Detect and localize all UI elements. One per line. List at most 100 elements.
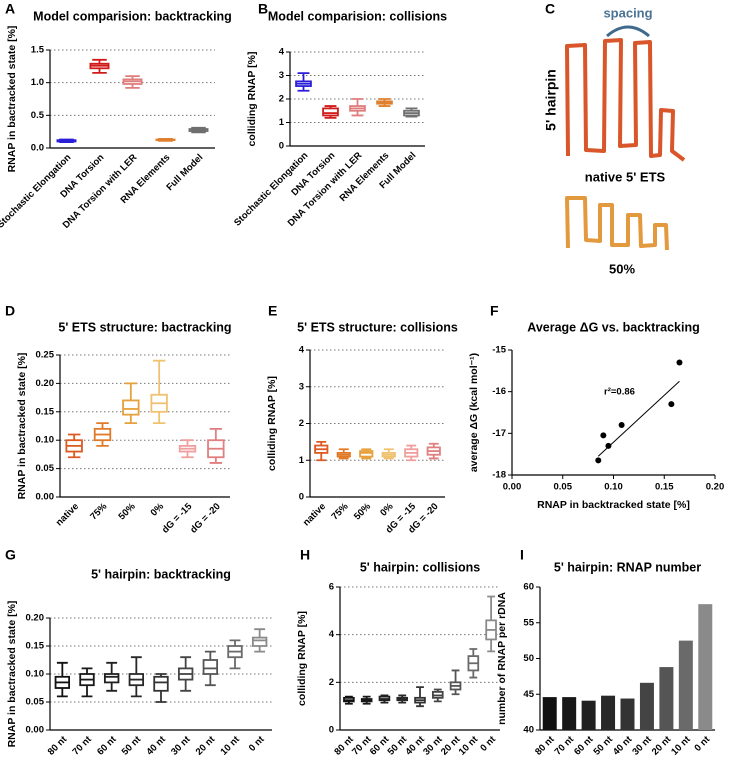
- y-axis-label: RNAP in bactracked state [%]: [6, 26, 18, 173]
- chart-title: Model comparision: backtracking: [33, 9, 232, 23]
- panel-letter: C: [545, 1, 555, 17]
- y-tick-label: 0.00: [36, 492, 55, 503]
- y-tick-label: 55: [523, 617, 534, 628]
- x-tick-label: 20 nt: [439, 734, 463, 758]
- x-tick-label: 70 nt: [70, 734, 94, 758]
- x-tick-label: 0.00: [503, 482, 522, 493]
- y-tick-label: 0.10: [26, 669, 45, 680]
- y-tick-label: 0: [279, 141, 284, 152]
- panel-letter: G: [5, 547, 16, 563]
- chart-title: 5' hairpin: backtracking: [91, 567, 231, 581]
- y-tick-label: 45: [523, 689, 534, 700]
- y-tick-label: 0: [329, 725, 334, 736]
- x-tick-label: 10 nt: [457, 734, 481, 758]
- panel-letter: H: [300, 547, 310, 563]
- y-tick-label: 0: [299, 492, 304, 503]
- bar: [620, 698, 635, 730]
- y-tick-label: 40: [523, 725, 534, 736]
- y-tick-label: 4: [299, 345, 305, 356]
- y-tick-label: 60: [523, 582, 534, 593]
- y-tick-label: -17: [492, 428, 506, 439]
- y-axis-label: number of RNAP per rDNA: [496, 592, 508, 725]
- x-tick-label: 40 nt: [403, 734, 427, 758]
- y-axis-label: RNAP in bactracked state [%]: [6, 601, 18, 748]
- y-tick-label: 2: [329, 677, 334, 688]
- native-structure: [565, 38, 686, 162]
- whisker: [152, 359, 166, 425]
- x-tick-label: 70 nt: [350, 734, 374, 758]
- x-tick-label: 10 nt: [669, 734, 693, 758]
- x-tick-label: 70 nt: [553, 734, 577, 758]
- y-tick-label: 0.05: [26, 697, 45, 708]
- panel-letter: F: [490, 303, 499, 319]
- y-tick-label: 0.5: [31, 110, 45, 121]
- point: [676, 359, 683, 366]
- x-tick-label: 0 nt: [692, 734, 712, 754]
- y-tick-label: 0.20: [26, 613, 45, 624]
- x-tick-label: 0.15: [655, 482, 674, 493]
- box: [251, 636, 268, 647]
- box: [322, 107, 339, 117]
- variant-label: 50%: [609, 261, 635, 276]
- variant-structure: [565, 196, 669, 251]
- x-tick-label: 30 nt: [630, 734, 654, 758]
- box: [103, 673, 120, 684]
- chart-title: 5' ETS structure: collisions: [297, 320, 458, 334]
- chart-title: Average ΔG vs. backtracking: [527, 320, 700, 334]
- x-tick-label: 20 nt: [650, 734, 674, 758]
- hairpin-label: 5' hairpin: [543, 69, 559, 131]
- y-tick-label: 0.25: [36, 350, 55, 361]
- x-tick-label: 75%: [329, 501, 351, 523]
- y-tick-label: 6: [329, 582, 334, 593]
- y-tick-label: 0.15: [26, 641, 45, 652]
- y-tick-label: 0.0: [31, 143, 44, 154]
- y-tick-label: 2: [279, 94, 284, 105]
- y-tick-label: 50: [523, 653, 534, 664]
- x-tick-label: 60 nt: [368, 734, 392, 758]
- x-tick-label: 10 nt: [218, 734, 242, 758]
- x-tick-label: 80 nt: [533, 734, 557, 758]
- x-tick-label: 50 nt: [386, 734, 410, 758]
- chart-title: 5' hairpin: collisions: [360, 560, 480, 574]
- box: [202, 659, 219, 675]
- y-tick-label: 1.0: [31, 77, 44, 88]
- panel-letter: E: [268, 303, 277, 319]
- y-tick-label: 3: [299, 381, 304, 392]
- y-tick-label: 0.00: [26, 725, 45, 736]
- y-tick-label: 3: [279, 70, 284, 81]
- y-tick-label: 0.05: [36, 463, 55, 474]
- x-tick-label: 80 nt: [332, 734, 356, 758]
- x-tick-label: 50%: [352, 501, 374, 523]
- x-tick-label: 0.05: [554, 482, 573, 493]
- bar: [678, 640, 693, 730]
- fit-line: [597, 380, 680, 457]
- x-tick-label: 40 nt: [611, 734, 635, 758]
- bar: [562, 697, 577, 730]
- x-tick-label: 60 nt: [572, 734, 596, 758]
- spacing-arc: [606, 25, 650, 38]
- y-tick-label: 1: [299, 455, 305, 466]
- point: [618, 422, 625, 428]
- panel-letter: B: [258, 1, 268, 17]
- x-tick-label: 0 nt: [478, 734, 498, 754]
- point: [595, 457, 602, 464]
- y-tick-label: 2: [299, 418, 304, 429]
- x-tick-label: 80 nt: [46, 734, 70, 758]
- y-axis-label: colliding RNAP [%]: [266, 376, 278, 471]
- annotation: r²=0.86: [604, 387, 635, 398]
- x-tick-label: 50%: [117, 501, 139, 523]
- x-tick-label: 60 nt: [95, 734, 119, 758]
- x-tick-label: 75%: [88, 501, 110, 523]
- point: [668, 401, 675, 408]
- y-tick-label: 0.10: [36, 435, 55, 446]
- chart-title: 5' hairpin: RNAP number: [554, 560, 701, 574]
- x-tick-label: native: [54, 501, 81, 528]
- box: [359, 450, 374, 458]
- bar: [581, 700, 596, 730]
- y-tick-label: 4: [329, 629, 335, 640]
- y-axis-label: colliding RNAP [%]: [296, 611, 308, 706]
- bar: [542, 697, 557, 730]
- x-tick-label: 50 nt: [120, 734, 144, 758]
- x-tick-label: 30 nt: [421, 734, 445, 758]
